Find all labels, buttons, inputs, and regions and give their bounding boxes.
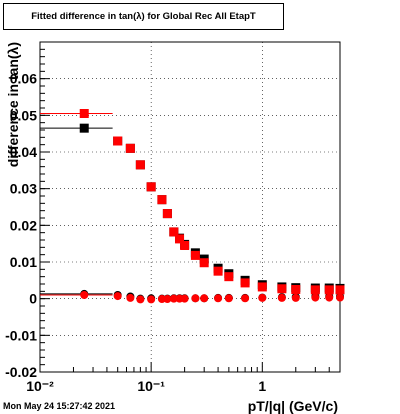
data-point [80, 291, 89, 299]
x-tick-label: 10⁻¹ [137, 378, 165, 394]
data-point [190, 250, 200, 260]
plot-frame [39, 41, 341, 373]
data-point [113, 292, 122, 301]
data-point [258, 293, 267, 302]
data-point [157, 195, 167, 205]
data-point [311, 293, 320, 302]
data-point [200, 294, 209, 303]
grid-lines [40, 42, 340, 372]
y-tick-label: 0.05 [10, 107, 37, 123]
x-tick-label: 1 [258, 378, 266, 394]
y-axis-label: difference in tan(λ) [5, 42, 21, 167]
y-tick-label: 0.06 [10, 71, 37, 87]
data-point [135, 160, 145, 170]
series-group [40, 109, 345, 295]
timestamp: Mon May 24 15:27:42 2021 [3, 401, 116, 411]
data-point [324, 285, 334, 295]
data-point [175, 234, 185, 244]
axis-ticks: 10⁻² 10⁻¹ 1 -0.02 -0.01 0 0.01 0.02 0.03 0.04 0.05… [5, 41, 330, 394]
y-tick-label: 0.04 [10, 144, 37, 160]
data-point [224, 294, 233, 303]
data-point [224, 272, 234, 282]
y-tick-label: -0.01 [5, 327, 37, 343]
y-tick-label: -0.02 [5, 364, 37, 380]
chart-title-box: Fitted difference in tan(λ) for Global R… [3, 3, 284, 30]
data-point [310, 285, 320, 295]
data-point [277, 284, 287, 294]
data-point [126, 293, 135, 302]
data-point [336, 293, 344, 302]
y-tick-label: 0.03 [10, 181, 37, 197]
data-point [146, 182, 156, 192]
data-point [213, 266, 223, 276]
data-point [79, 123, 89, 133]
series-group [40, 291, 344, 304]
y-tick-label: 0.02 [10, 217, 37, 233]
data-point [199, 258, 209, 268]
data-point [240, 278, 250, 288]
data-point [157, 295, 166, 304]
data-point [325, 293, 334, 302]
data-point [169, 227, 179, 237]
data-point [169, 294, 178, 303]
x-axis-label: pT/|q| (GeV/c) [248, 398, 338, 414]
data-point [147, 295, 156, 304]
data-point [125, 143, 135, 153]
series-markers [40, 109, 345, 304]
data-point [136, 295, 145, 304]
data-point [191, 294, 200, 303]
data-point [180, 294, 189, 303]
data-point [335, 285, 345, 295]
chart-title: Fitted difference in tan(λ) for Global R… [31, 11, 256, 22]
data-point [113, 136, 123, 146]
data-point [163, 295, 172, 304]
data-point [291, 293, 300, 302]
data-point [79, 109, 89, 118]
data-point [257, 282, 267, 292]
data-point [180, 241, 190, 250]
x-tick-label: 10⁻² [26, 378, 54, 394]
data-point [162, 209, 172, 219]
y-tick-label: 0.01 [10, 254, 37, 270]
series-group [40, 123, 345, 293]
y-tick-label: 0 [29, 291, 37, 307]
data-point [214, 294, 223, 303]
data-point [241, 294, 250, 303]
data-point [291, 285, 301, 294]
data-point [277, 293, 286, 302]
